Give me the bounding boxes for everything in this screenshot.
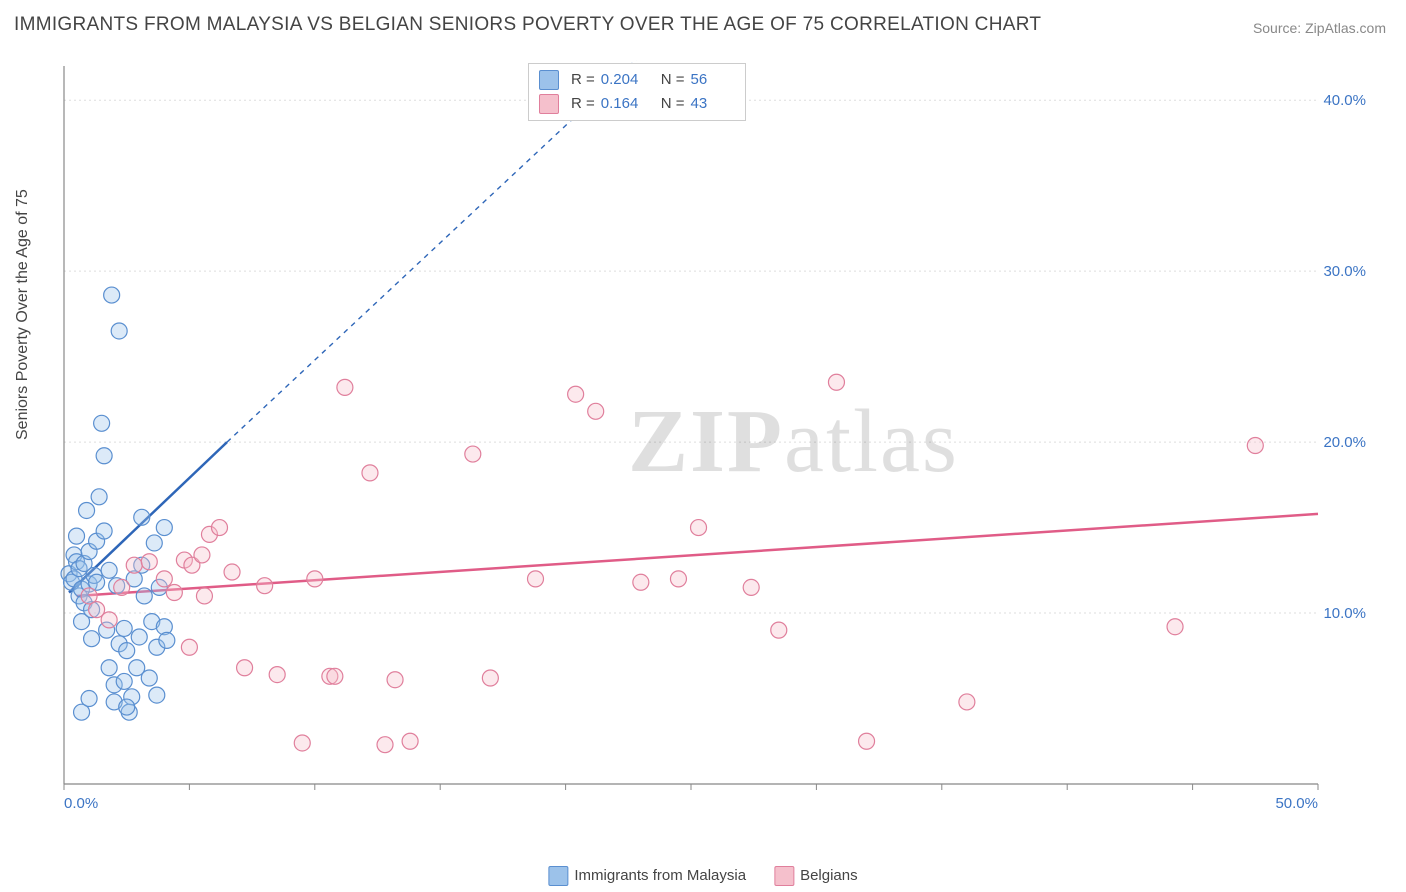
series-legend-item-malaysia: Immigrants from Malaysia: [548, 866, 746, 886]
data-point-belgians: [114, 579, 130, 595]
data-point-belgians: [257, 578, 273, 594]
y-tick-label: 30.0%: [1323, 263, 1366, 280]
data-point-belgians: [377, 737, 393, 753]
legend-n-value: 56: [691, 68, 735, 92]
data-point-malaysia: [96, 448, 112, 464]
data-point-belgians: [771, 622, 787, 638]
legend-swatch-belgians-icon: [539, 94, 559, 114]
data-point-belgians: [1167, 619, 1183, 635]
legend-r-label: R =: [571, 68, 595, 92]
data-point-malaysia: [94, 415, 110, 431]
data-point-belgians: [126, 557, 142, 573]
legend-n-value: 43: [691, 92, 735, 116]
data-point-malaysia: [101, 660, 117, 676]
data-point-malaysia: [111, 323, 127, 339]
data-point-belgians: [568, 386, 584, 402]
series-legend-label: Belgians: [800, 867, 858, 884]
data-point-belgians: [181, 639, 197, 655]
data-point-belgians: [327, 668, 343, 684]
data-point-belgians: [211, 520, 227, 536]
data-point-malaysia: [119, 643, 135, 659]
series-legend-label: Immigrants from Malaysia: [574, 867, 746, 884]
y-axis-label: Seniors Poverty Over the Age of 75: [14, 189, 32, 440]
data-point-belgians: [402, 733, 418, 749]
legend-swatch-belgians-icon: [774, 866, 794, 886]
data-point-belgians: [194, 547, 210, 563]
data-point-belgians: [362, 465, 378, 481]
data-point-belgians: [828, 374, 844, 390]
chart-title: IMMIGRANTS FROM MALAYSIA VS BELGIAN SENI…: [14, 14, 1041, 36]
data-point-belgians: [294, 735, 310, 751]
x-tick-label: 0.0%: [64, 795, 98, 812]
data-point-malaysia: [81, 691, 97, 707]
data-point-malaysia: [79, 502, 95, 518]
data-point-belgians: [269, 667, 285, 683]
data-point-belgians: [528, 571, 544, 587]
data-point-belgians: [482, 670, 498, 686]
data-point-belgians: [166, 585, 182, 601]
data-point-belgians: [141, 554, 157, 570]
data-point-belgians: [743, 579, 759, 595]
legend-row-malaysia: R = 0.204 N = 56: [539, 68, 735, 92]
data-point-malaysia: [134, 509, 150, 525]
data-point-belgians: [859, 733, 875, 749]
chart-svg: 10.0% 20.0% 30.0% 40.0% 0.0% 50.0%: [58, 60, 1378, 820]
data-point-belgians: [237, 660, 253, 676]
legend-n-label: N =: [661, 68, 685, 92]
y-tick-label: 10.0%: [1323, 605, 1366, 622]
data-point-belgians: [465, 446, 481, 462]
series-legend-item-belgians: Belgians: [774, 866, 858, 886]
legend-r-value: 0.204: [601, 68, 645, 92]
data-point-belgians: [196, 588, 212, 604]
data-point-belgians: [1247, 438, 1263, 454]
data-point-malaysia: [149, 687, 165, 703]
y-tick-label: 40.0%: [1323, 92, 1366, 109]
x-tick-label: 50.0%: [1275, 795, 1318, 812]
data-point-malaysia: [69, 528, 85, 544]
data-point-belgians: [307, 571, 323, 587]
data-point-belgians: [224, 564, 240, 580]
data-point-malaysia: [141, 670, 157, 686]
data-point-malaysia: [119, 699, 135, 715]
data-point-belgians: [387, 672, 403, 688]
legend-swatch-malaysia-icon: [539, 70, 559, 90]
legend-row-belgians: R = 0.164 N = 43: [539, 92, 735, 116]
data-point-malaysia: [104, 287, 120, 303]
data-point-belgians: [633, 574, 649, 590]
legend-r-label: R =: [571, 92, 595, 116]
data-point-malaysia: [159, 632, 175, 648]
data-point-malaysia: [156, 520, 172, 536]
data-point-belgians: [959, 694, 975, 710]
data-point-malaysia: [146, 535, 162, 551]
series-legend: Immigrants from Malaysia Belgians: [548, 866, 857, 886]
legend-swatch-malaysia-icon: [548, 866, 568, 886]
data-point-belgians: [670, 571, 686, 587]
data-point-malaysia: [116, 620, 132, 636]
data-point-malaysia: [116, 673, 132, 689]
legend-r-value: 0.164: [601, 92, 645, 116]
data-point-belgians: [156, 571, 172, 587]
data-point-malaysia: [131, 629, 147, 645]
correlation-legend: R = 0.204 N = 56 R = 0.164 N = 43: [528, 63, 746, 121]
data-point-malaysia: [96, 523, 112, 539]
data-point-malaysia: [91, 489, 107, 505]
source-attribution: Source: ZipAtlas.com: [1253, 20, 1386, 36]
data-point-malaysia: [101, 562, 117, 578]
data-point-belgians: [337, 379, 353, 395]
y-tick-label: 20.0%: [1323, 434, 1366, 451]
data-point-belgians: [691, 520, 707, 536]
data-point-belgians: [101, 612, 117, 628]
legend-n-label: N =: [661, 92, 685, 116]
scatter-plot: 10.0% 20.0% 30.0% 40.0% 0.0% 50.0% R = 0.204 N…: [58, 60, 1378, 820]
data-point-malaysia: [84, 631, 100, 647]
data-point-malaysia: [136, 588, 152, 604]
data-point-belgians: [588, 403, 604, 419]
